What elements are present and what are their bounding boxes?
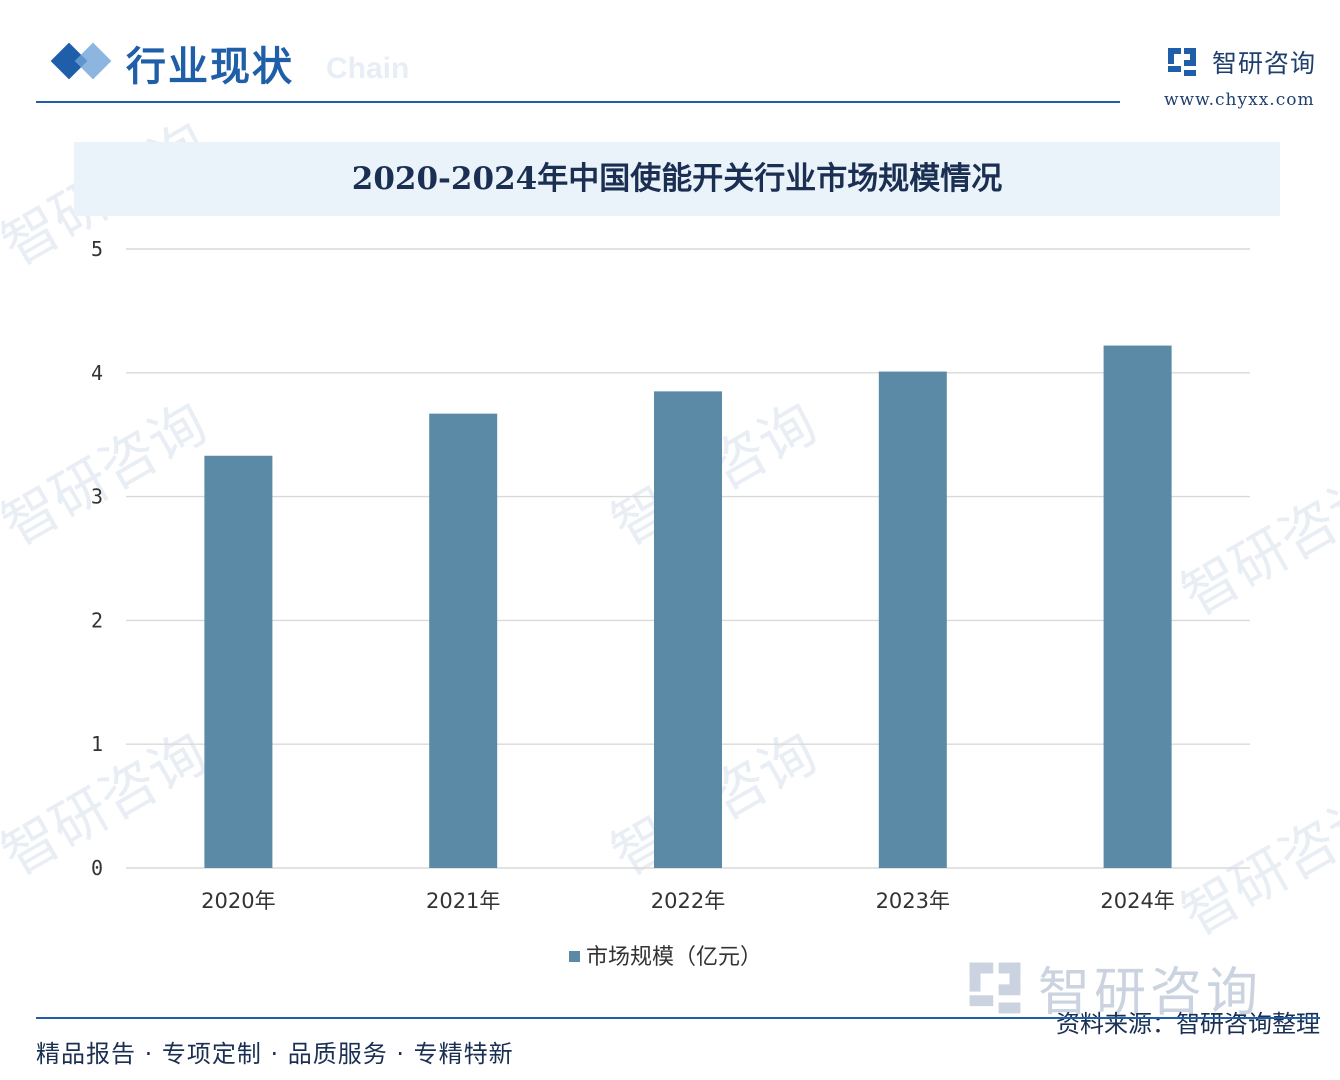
x-tick-label: 2023年 <box>876 889 950 913</box>
ghost-text: Chain <box>326 52 410 85</box>
y-tick-label: 3 <box>91 485 103 509</box>
y-tick-label: 5 <box>91 237 103 261</box>
y-tick-label: 2 <box>91 608 103 632</box>
x-tick-label: 2024年 <box>1100 889 1174 913</box>
section-title: 行业现状 <box>126 44 294 90</box>
y-tick-label: 0 <box>91 856 103 880</box>
x-tick-label: 2020年 <box>201 889 275 913</box>
chart-title-band <box>74 142 1280 216</box>
bar-2024年 <box>1103 345 1172 869</box>
bar-2021年 <box>429 413 498 868</box>
legend-label: 市场规模（亿元） <box>586 945 762 970</box>
legend-swatch <box>569 951 580 962</box>
x-tick-label: 2021年 <box>426 889 500 913</box>
chart-title: 2020-2024年中国使能开关行业市场规模情况 <box>351 161 1003 197</box>
header-divider <box>36 101 1120 103</box>
watermark-brand-text: 智研咨询 <box>1038 963 1263 1023</box>
footer-slogan: 精品报告 · 专项定制 · 品质服务 · 专精特新 <box>36 1040 514 1068</box>
bar-2022年 <box>654 391 722 868</box>
brand-logo-block: 智研咨询 <box>1166 44 1316 80</box>
watermark-brand: 智研咨询 <box>966 950 1262 1025</box>
bar-chart: 0 1 2 3 4 5 2020年 2021年 2022年 2023年 2024年 市场规模（亿元… <box>91 237 1250 970</box>
footer-divider <box>36 1017 1320 1019</box>
x-tick-label: 2022年 <box>651 889 725 913</box>
watermark-logo-icon <box>969 962 1021 1013</box>
y-tick-label: 1 <box>91 732 103 756</box>
y-tick-label: 4 <box>91 361 103 385</box>
brand-name: 智研咨询 <box>1212 49 1317 78</box>
bar-2020年 <box>204 455 273 868</box>
page-header: Chain 行业现状 智研咨询 www.chyxx.com <box>0 0 1340 110</box>
brand-url: www.chyxx.com <box>1164 90 1315 110</box>
bar-2023年 <box>878 371 947 868</box>
source-note: 资料来源：智研咨询整理 <box>1056 1010 1320 1038</box>
brand-logo-icon <box>1168 48 1196 76</box>
